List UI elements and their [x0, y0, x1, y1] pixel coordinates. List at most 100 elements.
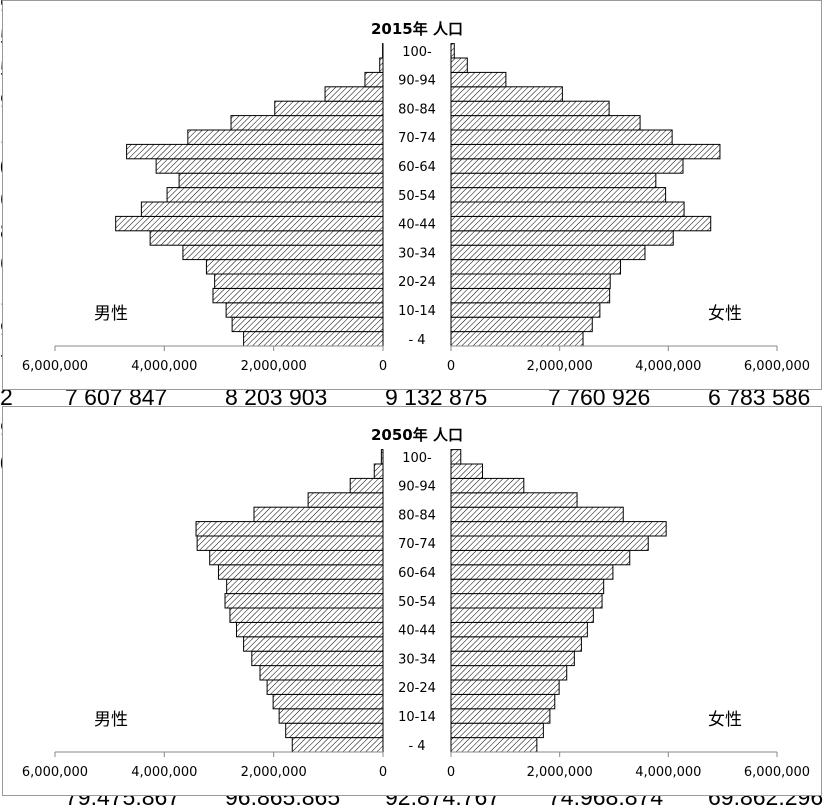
male-label: 男性	[94, 304, 128, 324]
bar-male	[252, 651, 383, 665]
age-label: 100-	[402, 451, 432, 466]
bar-male	[350, 478, 383, 492]
bar-male	[365, 72, 383, 86]
age-label: 60-64	[398, 566, 436, 581]
bar-male	[213, 288, 383, 302]
bar-male	[206, 260, 383, 274]
x-tick-label-left: 2,000,000	[241, 765, 307, 780]
bar-male	[292, 738, 383, 752]
bar-male	[150, 231, 383, 245]
bar-female	[451, 464, 483, 478]
age-label: 70-74	[398, 537, 436, 552]
age-label: - 4	[408, 333, 425, 348]
bar-male	[279, 709, 383, 723]
x-tick-label-left: 0	[379, 359, 387, 374]
x-tick-label-left: 4,000,000	[131, 359, 197, 374]
age-label: 30-34	[398, 652, 436, 667]
bar-male	[116, 216, 383, 230]
bar-male	[286, 723, 383, 737]
bar-female	[451, 116, 640, 130]
bar-female	[451, 87, 562, 101]
bar-female	[451, 723, 543, 737]
x-tick-label-right: 4,000,000	[635, 765, 701, 780]
bar-female	[451, 216, 711, 230]
bar-male	[215, 274, 383, 288]
pyramid-chart-2015-svg: 2015年 人口- 410-1420-2430-3440-4450-5460-6…	[3, 1, 822, 390]
bar-female	[451, 550, 630, 564]
chart-title: 2050年 人口	[371, 426, 463, 444]
bar-male	[188, 130, 383, 144]
chart-title: 2015年 人口	[371, 20, 463, 38]
bar-female	[451, 202, 684, 216]
bar-male	[236, 622, 383, 636]
bar-male	[254, 507, 383, 521]
bar-female	[451, 173, 656, 187]
bar-female	[451, 231, 673, 245]
bar-female	[451, 58, 467, 72]
x-tick-label-right: 2,000,000	[527, 359, 593, 374]
bar-male	[374, 464, 383, 478]
bar-female	[451, 478, 524, 492]
bar-male	[167, 188, 383, 202]
age-label: - 4	[408, 739, 425, 754]
bar-female	[451, 579, 604, 593]
age-label: 80-84	[398, 102, 436, 117]
x-tick-label-right: 6,000,000	[744, 765, 810, 780]
bar-male	[231, 116, 383, 130]
bar-male	[210, 550, 383, 564]
female-label: 女性	[708, 304, 742, 324]
bar-male	[325, 87, 383, 101]
x-tick-label-right: 6,000,000	[744, 359, 810, 374]
bar-male	[230, 608, 383, 622]
age-label: 30-34	[398, 246, 436, 261]
bar-male	[267, 680, 383, 694]
bar-female	[451, 260, 621, 274]
bar-female	[451, 709, 550, 723]
age-label: 50-54	[398, 595, 436, 610]
age-label: 20-24	[398, 275, 436, 290]
bar-female	[451, 666, 567, 680]
bar-female	[451, 694, 555, 708]
bar-female	[451, 101, 609, 115]
age-label: 20-24	[398, 681, 436, 696]
x-tick-label-left: 6,000,000	[22, 359, 88, 374]
x-tick-label-left: 2,000,000	[241, 359, 307, 374]
age-label: 40-44	[398, 218, 436, 233]
bar-male	[156, 159, 383, 173]
age-label: 10-14	[398, 710, 436, 725]
age-label: 90-94	[398, 74, 436, 89]
bar-female	[451, 680, 559, 694]
bar-male	[232, 317, 383, 331]
bar-female	[451, 622, 587, 636]
bar-female	[451, 522, 666, 536]
bar-male	[218, 565, 383, 579]
age-label: 60-64	[398, 160, 436, 175]
bar-male	[179, 173, 383, 187]
bar-female	[451, 594, 602, 608]
x-tick-label-left: 4,000,000	[131, 765, 197, 780]
x-tick-label-right: 4,000,000	[635, 359, 701, 374]
age-label: 80-84	[398, 508, 436, 523]
bar-female	[451, 303, 600, 317]
bar-female	[451, 450, 461, 464]
x-tick-label-right: 2,000,000	[527, 765, 593, 780]
age-label: 90-94	[398, 480, 436, 495]
male-label: 男性	[94, 710, 128, 730]
bar-male	[227, 579, 383, 593]
bar-female	[451, 274, 610, 288]
age-label: 100-	[402, 45, 432, 60]
female-label: 女性	[708, 710, 742, 730]
x-tick-label-right: 0	[447, 359, 455, 374]
bar-male	[260, 666, 383, 680]
x-tick-label-right: 0	[447, 765, 455, 780]
bar-female	[451, 493, 577, 507]
bar-male	[273, 694, 383, 708]
bar-female	[451, 317, 592, 331]
bar-male	[244, 332, 383, 346]
x-tick-label-left: 6,000,000	[22, 765, 88, 780]
age-label: 40-44	[398, 624, 436, 639]
bar-female	[451, 188, 666, 202]
bar-male	[226, 303, 383, 317]
bar-female	[451, 507, 623, 521]
